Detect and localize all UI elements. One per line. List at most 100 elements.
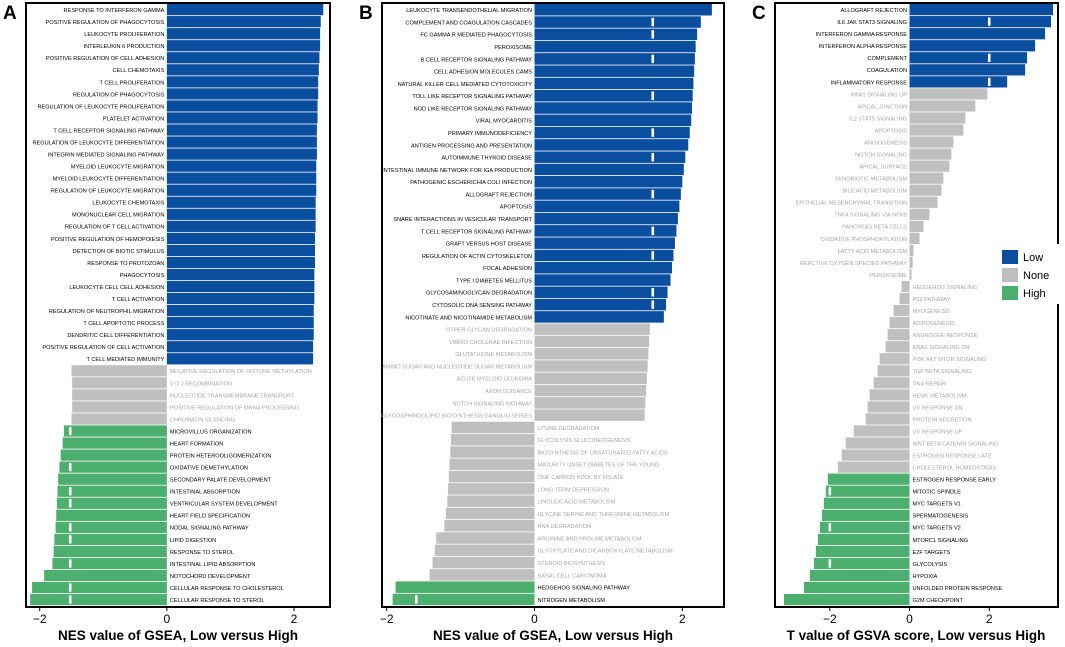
panel-c-x-axis: −2 0 2 bbox=[775, 606, 1058, 626]
bar-c-43 bbox=[819, 521, 910, 533]
bar-b-28 bbox=[534, 348, 649, 360]
legend-none-label: None bbox=[1023, 270, 1049, 282]
term-label-c-41: MYC TARGETS V1 bbox=[913, 502, 961, 508]
bar-b-7 bbox=[534, 90, 693, 102]
term-label-a-23: LEUKOCYTE CELL CELL ADHESION bbox=[69, 285, 164, 291]
bar-c-13 bbox=[909, 160, 950, 172]
term-label-c-10: APOPTOSIS bbox=[875, 128, 907, 134]
bar-a-27 bbox=[166, 329, 314, 341]
term-label-a-33: POSITIVE REGULATION OF MRNA PROCESSING bbox=[170, 405, 299, 411]
bar-b-16 bbox=[534, 200, 680, 213]
bar-marker-a-41 bbox=[68, 499, 72, 508]
term-label-a-34: CHROMATIN SILENCING bbox=[170, 417, 235, 423]
bar-marker-a-38 bbox=[68, 463, 72, 472]
bar-b-45 bbox=[432, 556, 535, 569]
bar-b-8 bbox=[534, 102, 692, 114]
bar-b-15 bbox=[534, 188, 681, 200]
term-label-c-22: PEROXISOME bbox=[869, 273, 907, 279]
term-label-a-9: PLATELET ACTIVATION bbox=[103, 116, 164, 122]
term-label-b-25: NICOTINATE AND NICOTINAMIDE METABOLISM bbox=[405, 315, 532, 321]
term-label-c-5: COAGULATION bbox=[867, 68, 907, 74]
bar-a-10 bbox=[166, 124, 317, 136]
bar-c-16 bbox=[909, 196, 938, 208]
panel-a-bars: RESPONSE TO INTERFERON GAMMA POSITIVE REG… bbox=[30, 4, 324, 606]
term-label-a-32: NUCLEOTIDE TRANSMEMBRANE TRANSPORT bbox=[170, 393, 295, 399]
bar-c-18 bbox=[909, 220, 924, 232]
bar-a-3 bbox=[166, 40, 321, 52]
bar-b-35 bbox=[451, 434, 535, 446]
bar-a-1 bbox=[166, 16, 321, 28]
bar-b-33 bbox=[534, 409, 645, 421]
term-label-a-16: LEUKOCYTE CHEMOTAXIS bbox=[92, 201, 164, 207]
term-label-b-6: NATURAL KILLER CELL MEDIATED CYTOTOXICIT… bbox=[398, 82, 533, 88]
bar-c-21 bbox=[909, 256, 913, 269]
term-label-c-34: PROTEIN SECRETION bbox=[913, 417, 972, 423]
bar-a-19 bbox=[166, 232, 316, 244]
term-label-a-14: MYELOID LEUKOCYTE DIFFERENTIATION bbox=[53, 177, 165, 183]
bar-marker-c-6 bbox=[987, 77, 991, 86]
term-label-c-3: INTERFERON ALPHA RESPONSE bbox=[819, 44, 908, 50]
term-label-b-40: LINOLEIC ACID METABOLISM bbox=[538, 500, 616, 506]
bar-marker-c-43 bbox=[828, 523, 832, 532]
panel-c-label: C bbox=[752, 3, 766, 24]
term-label-a-39: SECONDARY PALATE DEVELOPMENT bbox=[170, 478, 272, 484]
bar-a-23 bbox=[166, 280, 315, 293]
term-label-a-40: INTESTINAL ABSORPTION bbox=[170, 490, 240, 496]
term-label-c-18: PANCREAS BETA CELLS bbox=[842, 225, 907, 231]
term-label-b-13: INTESTINAL IMMUNE NETWORK FOR IGA PRODUC… bbox=[382, 168, 532, 174]
term-label-b-21: FOCAL ADHESION bbox=[483, 266, 532, 272]
bar-c-46 bbox=[813, 557, 910, 570]
bar-b-18 bbox=[534, 225, 677, 237]
term-label-b-47: HEDGEHOG SIGNALING PATHWAY bbox=[538, 586, 631, 592]
bar-c-40 bbox=[825, 485, 910, 497]
term-label-b-29: AMINO SUGAR AND NUCLEOTIDE SUGAR METABOL… bbox=[382, 364, 532, 370]
term-label-c-36: WNT BETA CATENIN SIGNALING bbox=[913, 441, 999, 447]
bar-a-36 bbox=[62, 437, 167, 449]
bar-a-37 bbox=[60, 449, 167, 461]
bar-c-7 bbox=[909, 88, 988, 100]
bar-a-45 bbox=[53, 545, 167, 558]
panel-a-x-label: NES value of GSEA, Low versus High bbox=[58, 628, 298, 643]
bar-marker-a-48 bbox=[68, 583, 72, 592]
bar-a-14 bbox=[166, 172, 317, 184]
bar-a-2 bbox=[166, 28, 321, 40]
term-label-c-14: XENOBIOTIC METABOLISM bbox=[835, 177, 908, 183]
bar-a-28 bbox=[166, 341, 314, 353]
term-label-c-38: CHOLESTEROL HOMEOSTASIS bbox=[913, 466, 997, 472]
bar-marker-a-49 bbox=[68, 595, 72, 604]
bar-a-11 bbox=[166, 136, 317, 148]
term-label-c-8: APICAL JUNCTION bbox=[857, 104, 907, 110]
term-label-b-35: GLYCOLYSIS GLUCONEOGENESIS bbox=[538, 438, 631, 444]
bar-c-48 bbox=[803, 581, 910, 594]
bar-b-5 bbox=[534, 65, 695, 77]
bar-marker-b-2 bbox=[651, 30, 655, 39]
bar-c-4 bbox=[909, 52, 1028, 64]
bar-b-23 bbox=[534, 286, 668, 299]
bar-marker-b-7 bbox=[651, 91, 655, 100]
term-label-a-13: MYELOID LEUKOCYTE MIGRATION bbox=[71, 165, 164, 171]
term-label-c-28: KRAS SIGNALING DN bbox=[913, 345, 970, 351]
bar-a-38 bbox=[59, 461, 167, 473]
term-label-b-44: GLYOXYLATE AND DICARBOXYLATE METABOLISM bbox=[538, 549, 673, 555]
bar-b-31 bbox=[534, 384, 647, 397]
bar-b-12 bbox=[534, 151, 686, 163]
bar-c-23 bbox=[901, 280, 910, 293]
bar-c-22 bbox=[909, 268, 912, 281]
term-label-b-11: ANTIGEN PROCESSING AND PRESENTATION bbox=[411, 143, 532, 149]
term-label-b-27: VIBRIO CHOLERAE INFECTION bbox=[449, 340, 532, 346]
bar-b-40 bbox=[447, 495, 535, 507]
term-label-c-13: APICAL SURFACE bbox=[859, 165, 907, 171]
term-label-a-20: DETECTION OF BIOTIC STIMULUS bbox=[73, 249, 165, 255]
bar-b-26 bbox=[534, 323, 650, 335]
term-label-c-9: IL2 STAT5 SIGNALING bbox=[849, 116, 907, 122]
term-label-c-45: E2F TARGETS bbox=[913, 550, 951, 556]
term-label-a-43: NODAL SIGNALING PATHWAY bbox=[170, 526, 249, 532]
term-label-a-46: INTESTINAL LIPID ABSORPTION bbox=[170, 562, 256, 568]
bar-b-9 bbox=[534, 114, 692, 127]
term-label-c-24: P53 PATHWAY bbox=[913, 297, 951, 303]
bar-marker-b-12 bbox=[651, 152, 655, 162]
bar-a-12 bbox=[166, 148, 317, 160]
bar-c-14 bbox=[909, 172, 944, 184]
bar-c-29 bbox=[879, 353, 910, 365]
term-label-a-38: OXIDATIVE DEMETHYLATION bbox=[170, 466, 248, 472]
